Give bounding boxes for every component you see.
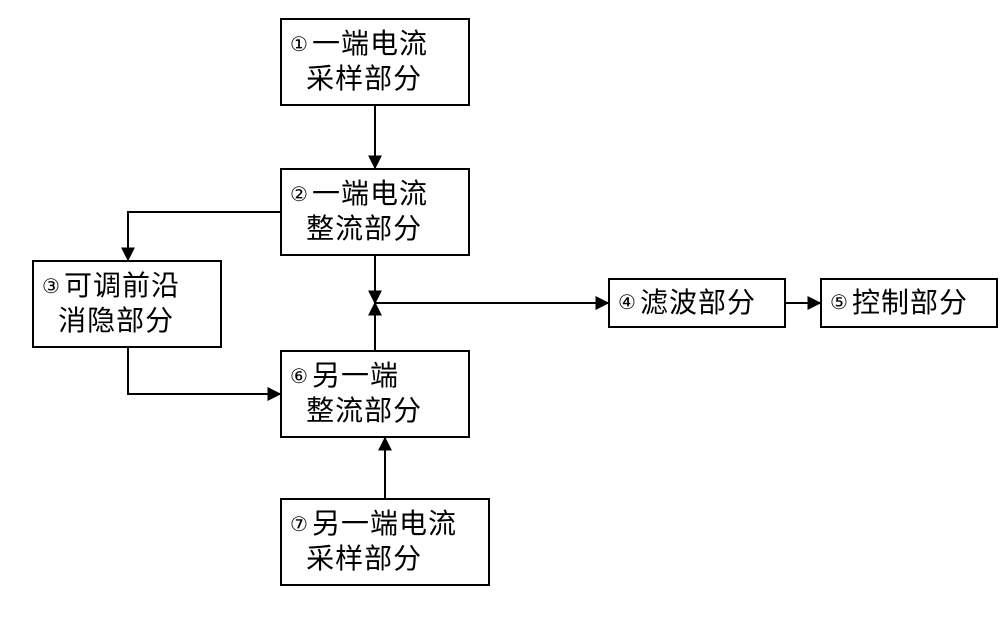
node-5-number: ⑤ [830, 293, 848, 313]
node-2-number: ② [290, 185, 308, 205]
node-6-number: ⑥ [290, 367, 308, 387]
node-2: ② 一端电流 ● 整流部分 [280, 168, 470, 256]
node-5-label: 控制部分 [852, 286, 968, 321]
node-7: ⑦ 另一端电流 ● 采样部分 [280, 498, 490, 586]
edge-e3_6 [128, 348, 280, 394]
node-6-line1: 另一端 [312, 359, 399, 394]
node-1-line2: 采样部分 [306, 62, 422, 97]
node-4: ④ 滤波部分 [608, 278, 786, 328]
node-1-line1: 一端电流 [312, 27, 428, 62]
node-6: ⑥ 另一端 ● 整流部分 [280, 350, 470, 438]
node-7-number: ⑦ [290, 515, 308, 535]
node-2-line1: 一端电流 [312, 177, 428, 212]
node-7-line1: 另一端电流 [312, 507, 457, 542]
node-6-line2: 整流部分 [306, 394, 422, 429]
node-1-number: ① [290, 35, 308, 55]
node-3: ③ 可调前沿 ● 消隐部分 [32, 260, 222, 348]
edge-e2_3 [128, 212, 280, 260]
node-3-line2: 消隐部分 [58, 304, 174, 339]
node-4-number: ④ [618, 293, 636, 313]
node-4-label: 滤波部分 [640, 286, 756, 321]
node-3-number: ③ [42, 277, 60, 297]
node-3-line1: 可调前沿 [64, 269, 180, 304]
node-2-line2: 整流部分 [306, 212, 422, 247]
node-7-line2: 采样部分 [306, 542, 422, 577]
node-5: ⑤ 控制部分 [820, 278, 998, 328]
node-1: ① 一端电流 ● 采样部分 [280, 18, 470, 106]
flowchart-canvas: ① 一端电流 ● 采样部分 ② 一端电流 ● 整流部分 ③ 可调前沿 ● 消隐部… [0, 0, 1000, 640]
